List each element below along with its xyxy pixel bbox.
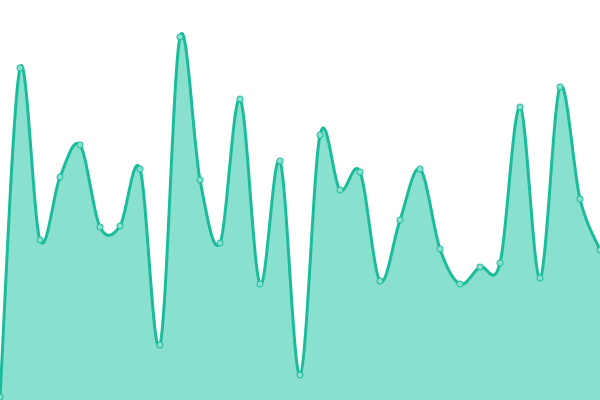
data-point-2[interactable]: [36, 236, 44, 244]
data-point-23[interactable]: [456, 280, 464, 288]
data-point-24[interactable]: [476, 263, 484, 271]
data-point-13[interactable]: [256, 280, 264, 288]
data-point-5[interactable]: [96, 223, 104, 231]
data-point-20[interactable]: [396, 216, 404, 224]
data-point-21[interactable]: [416, 165, 424, 173]
data-point-28[interactable]: [556, 83, 564, 91]
data-point-1[interactable]: [16, 64, 24, 72]
data-point-11[interactable]: [216, 239, 224, 247]
area-fill: [0, 33, 600, 400]
data-point-0[interactable]: [0, 393, 4, 400]
data-point-4[interactable]: [76, 141, 84, 149]
data-point-6[interactable]: [116, 222, 124, 230]
data-point-7[interactable]: [136, 165, 144, 173]
data-point-9[interactable]: [176, 33, 184, 41]
data-point-14[interactable]: [276, 157, 284, 165]
data-point-22[interactable]: [436, 245, 444, 253]
data-point-19[interactable]: [376, 277, 384, 285]
data-point-26[interactable]: [516, 103, 524, 111]
data-point-12[interactable]: [236, 95, 244, 103]
data-point-18[interactable]: [356, 168, 364, 176]
data-point-25[interactable]: [496, 259, 504, 267]
data-point-17[interactable]: [336, 186, 344, 194]
data-point-27[interactable]: [536, 274, 544, 282]
data-point-10[interactable]: [196, 176, 204, 184]
data-point-30[interactable]: [596, 246, 600, 254]
data-point-29[interactable]: [576, 195, 584, 203]
data-point-3[interactable]: [56, 173, 64, 181]
data-point-15[interactable]: [296, 371, 304, 379]
data-point-8[interactable]: [156, 341, 164, 349]
data-point-16[interactable]: [316, 131, 324, 139]
